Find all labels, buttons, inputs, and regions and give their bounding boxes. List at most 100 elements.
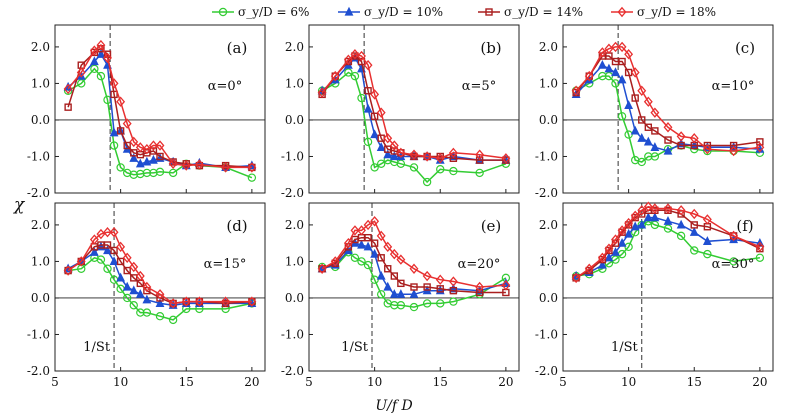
data-point: [130, 274, 138, 282]
y-tick-label: 1.0: [285, 254, 304, 268]
y-tick-label: 1.0: [539, 254, 558, 268]
data-point: [376, 290, 386, 299]
data-point: [116, 163, 125, 172]
data-point: [604, 63, 614, 73]
panel-label: (e): [481, 217, 502, 235]
data-point: [363, 260, 373, 270]
data-point: [663, 224, 673, 233]
data-point: [475, 156, 484, 164]
data-point: [389, 248, 399, 260]
series-line: [321, 55, 506, 161]
data-point: [96, 48, 106, 58]
data-point: [383, 281, 393, 291]
data-point: [129, 285, 139, 295]
data-point: [116, 257, 125, 266]
series-line: [321, 71, 507, 184]
legend-item-2: σ_y/D = 10%: [338, 5, 443, 19]
data-point: [363, 103, 373, 113]
data-point: [89, 247, 99, 256]
data-point: [630, 125, 640, 135]
data-point: [624, 130, 633, 139]
data-point: [637, 85, 647, 96]
strouhal-label: 1/St: [83, 340, 111, 355]
strouhal-label: 1/St: [341, 340, 369, 355]
axes-frame: [562, 202, 774, 372]
axes-frame: [308, 24, 520, 194]
data-point: [142, 294, 152, 304]
data-point: [168, 168, 178, 178]
data-point: [501, 153, 511, 164]
data-point: [357, 239, 366, 249]
data-point: [409, 149, 419, 160]
data-point: [149, 147, 158, 155]
y-tick-label: 0.0: [285, 113, 304, 127]
panel-label: (f): [736, 217, 753, 235]
data-point: [116, 127, 125, 135]
data-point: [584, 70, 594, 82]
panel-d: -2.0 -1.0 0.0 1.0 2.0 5 10 15 20 (d) α=15° 1/St: [27, 202, 266, 389]
data-point: [702, 143, 712, 155]
angle-annotation: α=5°: [462, 79, 496, 94]
data-point: [475, 149, 485, 160]
x-tick-label: 5: [559, 375, 567, 389]
data-point: [370, 163, 379, 172]
data-point: [624, 228, 634, 238]
y-tick-label: -2.0: [281, 364, 304, 378]
data-point: [702, 214, 712, 225]
data-point: [584, 263, 594, 274]
x-tick-label: 15: [433, 375, 448, 389]
data-point: [350, 225, 360, 236]
data-point: [475, 281, 485, 293]
axes-frame: [54, 202, 266, 372]
data-point: [343, 54, 353, 65]
series-line: [321, 53, 507, 160]
data-point: [370, 112, 379, 121]
series-line: [575, 205, 761, 279]
y-tick-label: -2.0: [535, 364, 558, 378]
data-point: [501, 279, 511, 291]
y-tick-label: 0.0: [31, 113, 50, 127]
axes-frame: [308, 202, 520, 372]
data-point: [676, 219, 686, 229]
data-point: [604, 71, 614, 81]
data-point: [363, 59, 373, 71]
angle-annotation: α=10°: [712, 79, 755, 94]
data-point: [155, 312, 165, 321]
data-point: [436, 299, 445, 308]
data-point: [142, 308, 152, 317]
data-point: [247, 162, 257, 173]
legend-item-4: σ_y/D = 18%: [611, 5, 716, 19]
data-point: [422, 270, 432, 282]
data-point: [350, 253, 360, 262]
data-point: [755, 241, 765, 253]
y-tick-label: -2.0: [27, 364, 50, 378]
data-point: [650, 152, 660, 161]
y-tick-label: -2.0: [535, 186, 558, 200]
data-point: [449, 297, 458, 306]
data-point: [435, 274, 445, 285]
data-point: [350, 49, 360, 60]
data-point: [397, 279, 405, 288]
data-point: [330, 70, 340, 82]
series-2: [63, 48, 257, 172]
data-point: [383, 241, 393, 253]
data-point: [637, 219, 647, 229]
data-point: [756, 138, 764, 146]
data-point: [597, 259, 607, 269]
data-point: [364, 87, 372, 95]
data-point: [630, 210, 640, 221]
data-point: [384, 265, 392, 273]
y-tick-label: 2.0: [31, 218, 50, 232]
data-point: [611, 41, 620, 53]
data-point: [396, 289, 406, 298]
data-point: [363, 219, 373, 231]
data-point: [370, 275, 379, 284]
panel-label: (c): [735, 39, 755, 57]
data-point: [475, 288, 484, 297]
series-2: [317, 52, 511, 164]
data-point: [422, 177, 432, 187]
data-point: [611, 67, 620, 77]
data-point: [409, 163, 419, 172]
data-point: [448, 147, 458, 159]
panel-b: -2.0 -1.0 0.0 1.0 2.0 (b) α=5°: [281, 24, 520, 200]
